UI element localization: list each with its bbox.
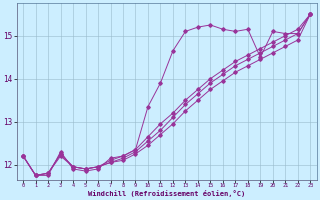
X-axis label: Windchill (Refroidissement éolien,°C): Windchill (Refroidissement éolien,°C) xyxy=(88,190,245,197)
